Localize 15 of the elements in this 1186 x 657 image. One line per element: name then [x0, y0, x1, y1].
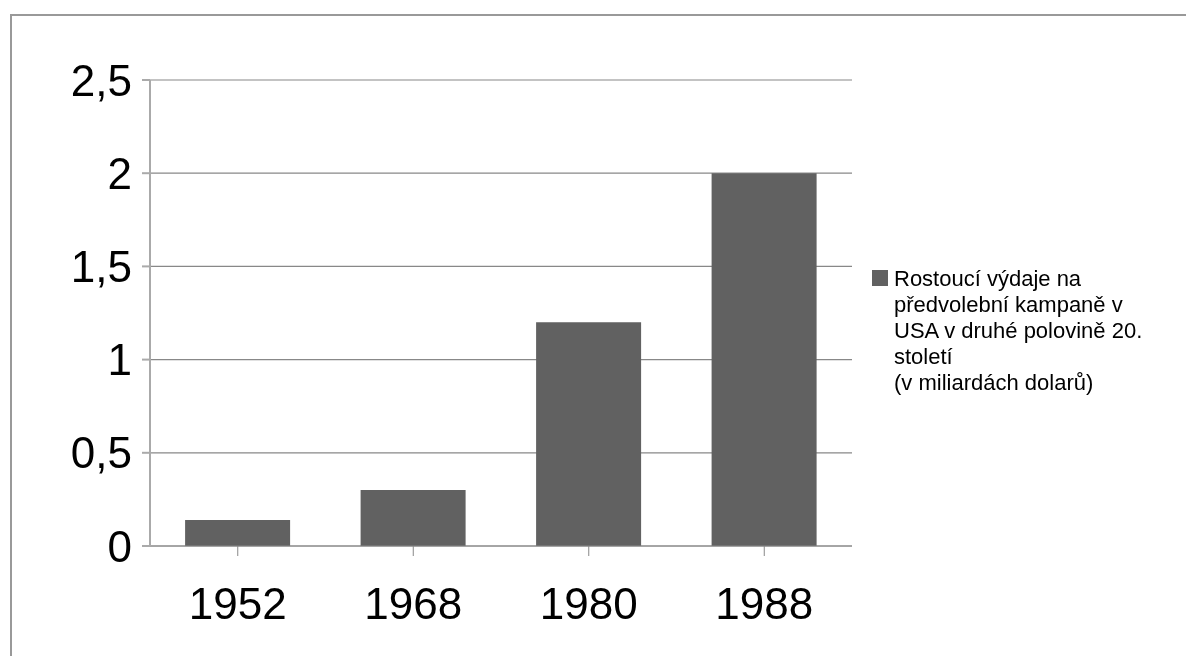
legend-label: Rostoucí výdaje na předvolební kampaně v USA v druhé polovině 20. století (v miliardách dolarů)	[894, 266, 1144, 396]
x-tick-label: 1980	[539, 579, 638, 629]
y-tick-label: 1	[107, 335, 132, 385]
x-tick-label: 1952	[188, 579, 287, 629]
bar	[185, 519, 291, 546]
x-tick-label: 1968	[364, 579, 463, 629]
bar	[711, 173, 817, 546]
x-tick-label: 1988	[715, 579, 814, 629]
bar	[360, 490, 466, 546]
bar	[536, 322, 642, 546]
y-tick-label: 1,5	[70, 242, 132, 292]
y-tick-label: 0,5	[70, 428, 132, 478]
y-tick-label: 2,5	[70, 55, 132, 105]
y-tick-label: 2	[107, 148, 132, 198]
y-tick-label: 0	[107, 521, 132, 571]
